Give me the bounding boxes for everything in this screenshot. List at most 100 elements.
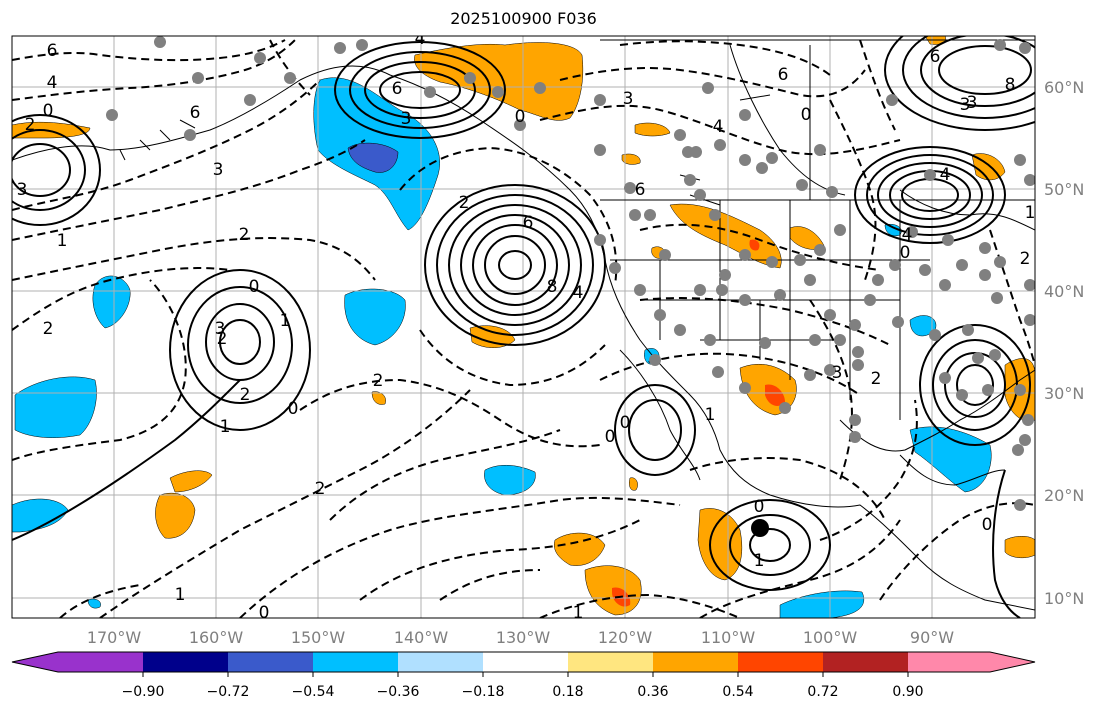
contour-label: 8 — [547, 277, 558, 297]
contour-label: 4 — [902, 225, 913, 245]
contour-label: 1 — [705, 405, 716, 425]
lat-tick: 20°N — [1044, 486, 1084, 505]
contour-label: 6 — [930, 47, 941, 67]
contour-label: 2 — [871, 369, 882, 389]
contour-label: 3 — [960, 95, 971, 115]
lat-tick: 30°N — [1044, 384, 1084, 403]
lon-tick: 110°W — [701, 628, 756, 647]
colorbar-label: −0.18 — [462, 684, 505, 700]
lat-tick: 60°N — [1044, 78, 1084, 97]
colorbar-segment — [908, 652, 1035, 672]
lon-tick: 140°W — [394, 628, 449, 647]
contour-label: 3 — [213, 160, 224, 180]
colorbar: −0.90 −0.72 −0.54 −0.36 −0.18 0.18 0.36 … — [11, 651, 1036, 700]
colorbar-label: 0.54 — [722, 684, 753, 700]
contour-label: 2 — [373, 371, 384, 391]
contour-label: 0 — [982, 515, 993, 535]
contour-label: 1 — [220, 417, 231, 437]
contour-label: 1 — [280, 311, 291, 331]
contour-label: 2 — [43, 319, 54, 339]
contour-label: 6 — [47, 41, 58, 61]
contour-label: 3 — [17, 180, 28, 200]
colorbar-label: 0.72 — [807, 684, 838, 700]
contour-label: 3 — [967, 93, 978, 113]
colorbar-label: −0.72 — [207, 684, 250, 700]
contour-label: 4 — [573, 283, 584, 303]
contour-labels: 6 4 0 2 3 6 6 4 3 0 2 1 2 4 6 8 2 3 2 3 … — [17, 29, 1036, 623]
contour-label: 1 — [754, 551, 765, 571]
latitude-ticks: 60°N 50°N 40°N 30°N 20°N 10°N — [1044, 78, 1084, 608]
contour-label: 2 — [315, 479, 326, 499]
contour-label: 3 — [215, 319, 226, 339]
contour-label: 0 — [43, 101, 54, 121]
contour-label: 0 — [900, 243, 911, 263]
contour-label: 1 — [1025, 203, 1036, 223]
colorbar-label: 0.36 — [637, 684, 668, 700]
contour-label: 4 — [47, 73, 58, 93]
contour-label: 1 — [175, 585, 186, 605]
contour-label: 0 — [754, 497, 765, 517]
lon-tick: 160°W — [189, 628, 244, 647]
colorbar-outline — [11, 651, 1036, 673]
highlight-marker — [751, 519, 769, 537]
colorbar-ticks — [142, 672, 909, 677]
contour-label: 2 — [25, 115, 36, 135]
lat-tick: 10°N — [1044, 589, 1084, 608]
contour-label: 2 — [1020, 249, 1031, 269]
strong-negative-anomaly-fill — [347, 142, 399, 173]
contour-label: 6 — [392, 79, 403, 99]
lat-tick: 50°N — [1044, 180, 1084, 199]
contours-solid — [12, 36, 1035, 618]
contour-label: 3 — [623, 89, 634, 109]
contour-label: 2 — [217, 329, 228, 349]
colorbar-segment — [228, 652, 313, 672]
colorbar-label: −0.36 — [377, 684, 420, 700]
lon-tick: 150°W — [291, 628, 346, 647]
colorbar-label: 0.90 — [892, 684, 923, 700]
contour-label: 0 — [288, 399, 299, 419]
colorbar-segment — [653, 652, 738, 672]
colorbar-label: −0.54 — [292, 684, 335, 700]
contour-label: 0 — [801, 105, 812, 125]
lon-tick: 130°W — [496, 628, 551, 647]
map-area: 6 4 0 2 3 6 6 4 3 0 2 1 2 4 6 8 2 3 2 3 … — [12, 29, 1036, 623]
colorbar-segment — [823, 652, 908, 672]
contour-label: 1 — [57, 231, 68, 251]
colorbar-segment — [12, 652, 143, 672]
contour-label: 0 — [620, 413, 631, 433]
colorbar-segment — [398, 652, 483, 672]
colorbar-segment — [568, 652, 653, 672]
lat-tick: 40°N — [1044, 282, 1084, 301]
lon-tick: 120°W — [598, 628, 653, 647]
lon-tick: 90°W — [910, 628, 954, 647]
colorbar-segment — [313, 652, 398, 672]
contour-label: 6 — [635, 180, 646, 200]
contour-label: 0 — [259, 603, 270, 623]
contour-label: 0 — [515, 107, 526, 127]
contour-label: 6 — [523, 213, 534, 233]
colorbar-segment — [483, 652, 568, 672]
contour-label: 3 — [832, 363, 843, 383]
colorbar-segment — [738, 652, 823, 672]
contour-label: 1 — [573, 603, 584, 623]
contour-label: 4 — [415, 29, 426, 49]
lon-tick: 170°W — [87, 628, 142, 647]
contour-label: 0 — [249, 277, 260, 297]
colorbar-label: 0.18 — [552, 684, 583, 700]
contour-label: 8 — [1005, 75, 1016, 95]
contours-dashed — [12, 39, 1035, 618]
map-frame — [11, 35, 1036, 619]
contour-label: 2 — [240, 385, 251, 405]
contour-label: 4 — [940, 165, 951, 185]
contour-label: 2 — [459, 193, 470, 213]
lon-tick: 100°W — [803, 628, 858, 647]
contour-label: 2 — [239, 225, 250, 245]
map-title: 2025100900 F036 — [450, 9, 597, 28]
contour-label: 3 — [401, 109, 412, 129]
station-dots — [106, 36, 1035, 511]
longitude-ticks: 170°W 160°W 150°W 140°W 130°W 120°W 110°… — [87, 628, 954, 647]
contour-label: 4 — [713, 117, 724, 137]
graticule — [12, 36, 1035, 618]
colorbar-segment — [143, 652, 228, 672]
colorbar-label: −0.90 — [122, 684, 165, 700]
